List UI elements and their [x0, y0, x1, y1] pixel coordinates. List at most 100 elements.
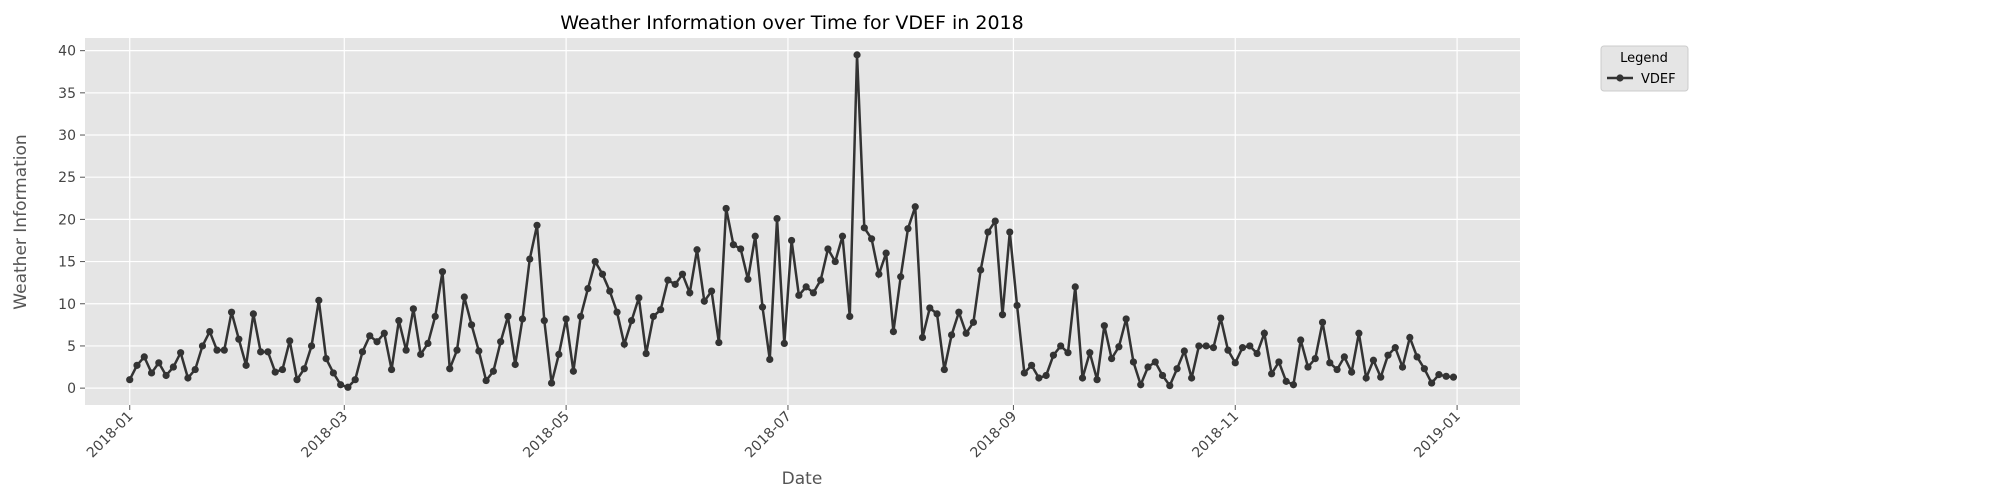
data-point	[933, 310, 941, 318]
data-point	[169, 363, 177, 371]
x-tick-label: 2018-09	[968, 409, 1021, 462]
data-point	[278, 365, 287, 374]
data-point	[1268, 370, 1276, 378]
data-point	[700, 297, 708, 305]
data-point	[1100, 322, 1108, 330]
data-point	[431, 312, 439, 321]
legend-marker	[1616, 74, 1624, 82]
data-point	[1282, 377, 1290, 385]
data-point	[729, 241, 738, 249]
data-point	[446, 365, 454, 373]
data-point	[1020, 369, 1028, 377]
y-tick-label: 20	[58, 212, 76, 228]
data-point	[409, 305, 417, 313]
data-point	[162, 371, 170, 380]
data-point	[307, 342, 316, 350]
data-point	[787, 236, 796, 245]
data-point	[1209, 344, 1218, 352]
data-point	[678, 270, 687, 278]
data-point	[191, 365, 199, 374]
data-point	[591, 257, 599, 266]
y-tick-label: 25	[58, 170, 76, 186]
data-point	[497, 338, 505, 346]
data-point	[598, 270, 607, 278]
data-point	[693, 246, 701, 254]
data-point	[387, 365, 396, 374]
data-point	[518, 315, 527, 323]
data-point	[1391, 344, 1399, 352]
data-point	[1311, 354, 1319, 363]
data-point	[1224, 346, 1232, 354]
data-point	[358, 348, 367, 356]
data-point	[860, 224, 868, 232]
data-point	[286, 337, 294, 345]
data-point	[584, 284, 592, 293]
chart-title: Weather Information over Time for VDEF i…	[560, 12, 1024, 34]
data-point	[1326, 359, 1334, 367]
y-tick-label: 30	[58, 128, 76, 144]
data-point	[1435, 371, 1443, 379]
data-point	[402, 346, 410, 354]
data-point	[620, 340, 628, 348]
data-point	[918, 333, 927, 342]
data-point	[235, 335, 243, 343]
data-point	[460, 293, 468, 301]
data-point	[453, 346, 461, 354]
data-point	[482, 376, 490, 385]
data-point	[904, 225, 912, 233]
data-point	[1406, 333, 1414, 342]
data-point	[1013, 301, 1021, 310]
data-point	[1449, 373, 1458, 381]
data-point	[1333, 365, 1341, 374]
x-tick-label: 2018-05	[520, 409, 573, 462]
data-point	[213, 346, 221, 354]
data-point	[671, 280, 679, 288]
data-point	[642, 349, 650, 358]
y-tick-label: 35	[58, 86, 76, 102]
data-point	[715, 338, 723, 347]
data-point	[126, 376, 134, 384]
data-point	[780, 339, 788, 348]
data-point	[606, 287, 614, 295]
data-point	[846, 312, 854, 321]
data-point	[875, 270, 883, 278]
data-point	[438, 268, 447, 276]
data-point	[242, 361, 250, 369]
data-point	[1064, 349, 1072, 357]
data-point	[504, 312, 512, 321]
data-point	[940, 365, 948, 374]
data-point	[198, 342, 207, 350]
data-point	[395, 317, 403, 325]
data-point	[489, 367, 497, 375]
data-point	[998, 311, 1007, 319]
data-point	[220, 346, 228, 354]
data-point	[133, 361, 141, 369]
x-axis-label: Date	[782, 469, 823, 489]
data-point	[184, 374, 192, 382]
data-point	[1340, 353, 1348, 361]
data-point	[1398, 363, 1407, 371]
data-point	[1166, 381, 1174, 390]
data-point	[1049, 351, 1058, 359]
data-point	[1369, 356, 1378, 364]
data-point	[1246, 342, 1254, 350]
data-point	[897, 273, 905, 281]
x-tick-label: 2018-07	[742, 409, 795, 462]
data-point	[737, 245, 745, 253]
data-point	[300, 365, 308, 373]
data-point	[1093, 376, 1101, 384]
data-point	[322, 354, 330, 363]
data-point	[751, 232, 759, 240]
data-point	[424, 339, 432, 348]
data-point	[526, 255, 534, 263]
data-point	[555, 350, 563, 358]
data-point	[1238, 344, 1247, 352]
y-tick-label: 0	[67, 381, 76, 397]
data-point	[926, 304, 934, 312]
data-point	[1006, 228, 1014, 236]
data-point	[744, 275, 752, 283]
data-point	[366, 332, 374, 340]
data-point	[1042, 371, 1050, 380]
data-point	[373, 338, 381, 346]
